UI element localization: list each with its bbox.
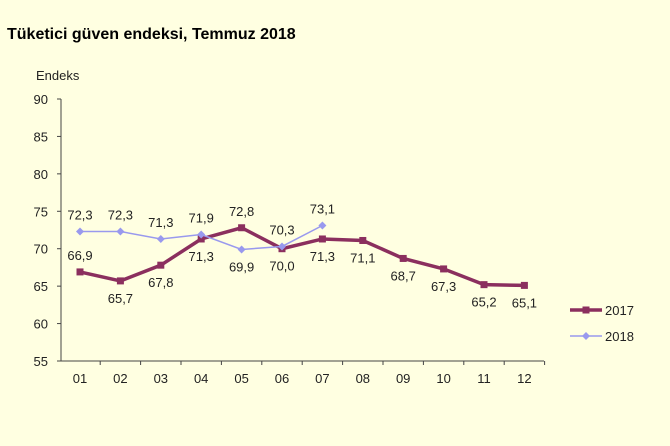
data-label-2018: 72,3	[108, 207, 133, 222]
data-label-2017: 65,2	[471, 295, 496, 310]
marker-2018	[116, 227, 125, 236]
data-label-2017: 67,3	[431, 279, 456, 294]
marker-2018	[278, 242, 286, 251]
x-tick-label: 06	[275, 371, 289, 386]
data-label-2018: 71,9	[189, 210, 214, 225]
series-line-2017	[79, 225, 525, 288]
legend-marker-2018	[582, 332, 590, 340]
chart-title: Tüketici güven endeksi, Temmuz 2018	[7, 26, 296, 43]
y-tick-label: 65	[34, 279, 48, 294]
data-label-2017: 70,0	[269, 259, 294, 274]
marker-2017	[197, 235, 205, 243]
marker-2017	[520, 281, 528, 289]
data-label-2018: 73,1	[310, 202, 335, 217]
x-tick-label: 02	[113, 371, 127, 386]
data-label-2018: 69,9	[229, 259, 254, 274]
marker-2017	[116, 277, 124, 285]
marker-2017	[480, 281, 488, 289]
data-label-2018: 71,3	[148, 215, 173, 230]
data-label-2017: 65,1	[512, 295, 537, 310]
data-label-2017: 71,1	[350, 250, 375, 265]
marker-2018	[156, 234, 165, 243]
x-tick-label: 05	[234, 371, 248, 386]
legend-label-2017: 2017	[605, 303, 634, 318]
marker-2018	[197, 230, 206, 239]
x-tick-label: 08	[356, 371, 370, 386]
data-label-2017: 68,7	[391, 268, 416, 283]
y-tick-label: 85	[34, 129, 48, 144]
marker-2017	[399, 254, 407, 262]
x-tick-label: 12	[517, 371, 531, 386]
marker-2017	[238, 224, 246, 232]
data-label-2017: 65,7	[108, 291, 133, 306]
data-label-2017: 71,3	[189, 249, 214, 264]
data-label-2017: 66,9	[67, 248, 92, 263]
data-label-2018: 70,3	[269, 222, 294, 237]
x-tick-label: 03	[154, 371, 168, 386]
legend-marker-2017	[582, 306, 590, 314]
data-label-2017: 71,3	[310, 249, 335, 264]
marker-2017	[76, 268, 84, 276]
marker-2018	[76, 227, 84, 236]
marker-2017	[157, 261, 165, 269]
data-label-2017: 72,8	[229, 204, 254, 219]
marker-2017	[318, 235, 326, 243]
marker-2017	[359, 236, 367, 244]
legend-label-2018: 2018	[605, 329, 634, 344]
x-tick-label: 09	[396, 371, 410, 386]
y-axis-label: Endeks	[36, 68, 80, 83]
x-tick-label: 07	[315, 371, 329, 386]
y-tick-label: 70	[34, 242, 48, 257]
x-tick-label: 10	[436, 371, 450, 386]
y-tick-label: 90	[34, 92, 48, 107]
data-label-2017: 67,8	[148, 275, 173, 290]
marker-2018	[318, 221, 327, 230]
y-tick-label: 80	[34, 167, 48, 182]
marker-2018	[237, 245, 246, 254]
x-tick-label: 04	[194, 371, 208, 386]
y-tick-label: 60	[34, 317, 48, 332]
y-tick-label: 55	[34, 354, 48, 369]
x-tick-label: 01	[73, 371, 87, 386]
y-tick-label: 75	[34, 204, 48, 219]
x-tick-label: 11	[477, 371, 491, 386]
data-label-2018: 72,3	[67, 207, 92, 222]
marker-2017	[440, 265, 448, 273]
